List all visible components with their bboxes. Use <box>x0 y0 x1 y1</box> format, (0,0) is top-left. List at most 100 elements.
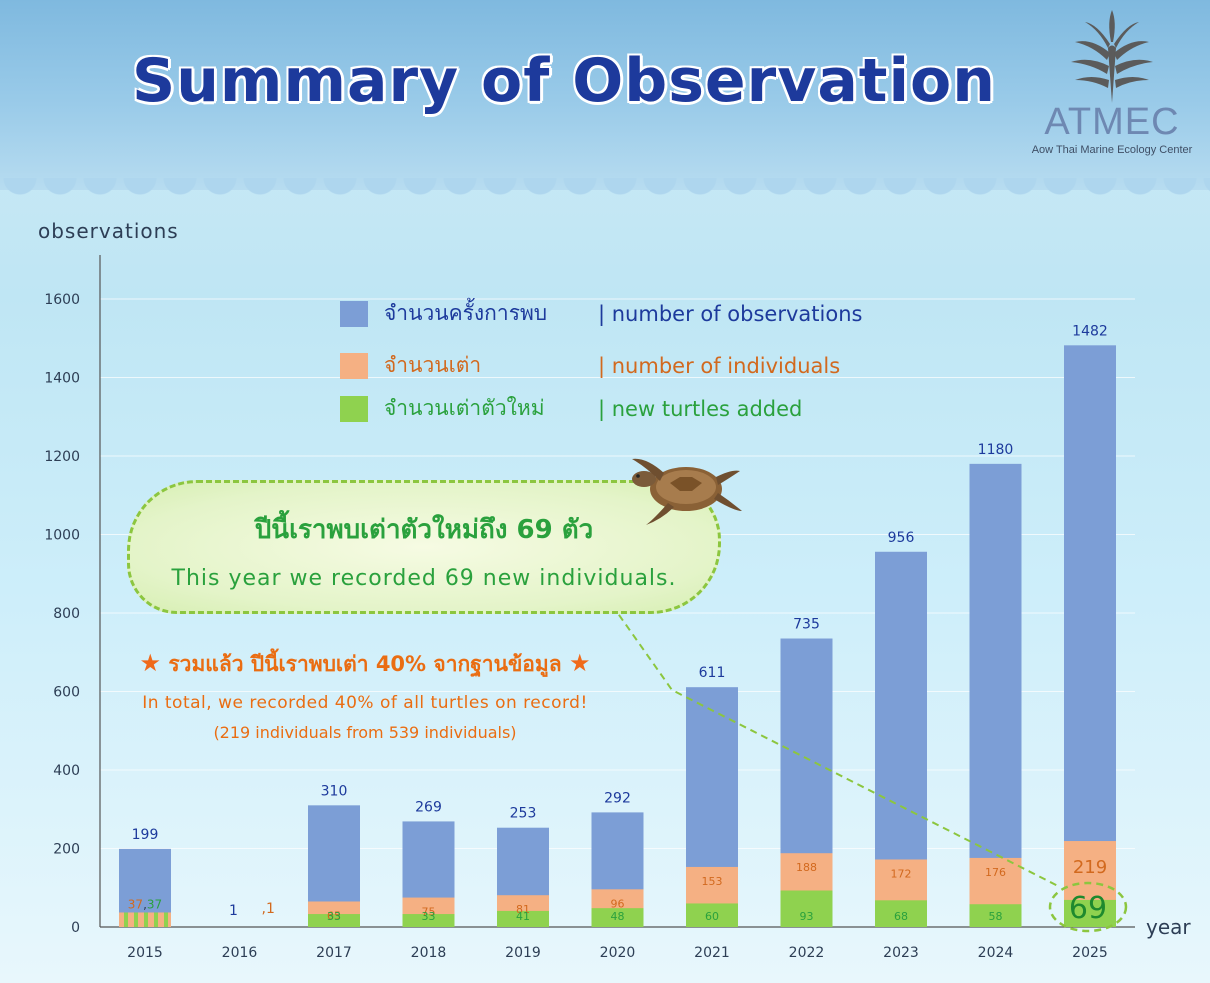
data-label-combined: 37,37 <box>128 897 162 911</box>
legend-swatch-observations <box>340 300 368 327</box>
data-label-separator: , <box>143 897 147 911</box>
y-tick-label: 1200 <box>44 449 80 465</box>
data-label-individuals: 176 <box>985 866 1006 879</box>
total-summary: ★ รวมแล้ว ปีนี้เราพบเต่า 40% จากฐานข้อมู… <box>110 648 620 742</box>
x-tick-label: 2022 <box>789 945 825 961</box>
x-tick-label: 2019 <box>505 945 541 961</box>
data-label-new-turtles: 33 <box>327 910 341 923</box>
data-label-observations: 199 <box>132 827 159 843</box>
star-icon: ★ <box>568 649 591 677</box>
bar-observations <box>1064 345 1116 927</box>
bar-new-turtles <box>308 914 360 927</box>
highlight-ring <box>1048 881 1128 933</box>
data-label-individuals: 172 <box>891 867 912 880</box>
data-label-individuals: 96 <box>611 897 625 910</box>
y-tick-label: 0 <box>71 920 80 936</box>
header-band <box>0 0 1210 208</box>
data-label-observations: 1482 <box>1072 323 1108 339</box>
y-tick-label: 400 <box>53 763 80 779</box>
data-label-new-turtles: 68 <box>894 910 908 923</box>
star-icon: ★ <box>139 649 162 677</box>
bar-new-turtles <box>875 900 927 927</box>
bar-new-turtles <box>969 904 1022 927</box>
x-tick-label: 2025 <box>1072 945 1108 961</box>
x-axis-title: year <box>1146 915 1191 939</box>
data-label-individuals: 188 <box>796 861 817 874</box>
bar-new-turtles-stripe <box>164 912 168 927</box>
legend-th-new-turtles: จำนวนเต่าตัวใหม่ <box>384 396 545 420</box>
legend-swatch-new-turtles <box>340 395 368 422</box>
data-label-observations: 310 <box>321 783 348 799</box>
y-tick-label: 1000 <box>44 528 80 544</box>
legend-swatch-individuals <box>340 352 368 379</box>
total-english-text: In total, we recorded 40% of all turtles… <box>142 693 588 713</box>
data-label-new-turtles: 58 <box>989 910 1003 923</box>
bar-new-turtles <box>591 908 644 927</box>
data-label-observations: 292 <box>604 790 631 806</box>
bar-new-turtles-stripe <box>144 912 148 927</box>
data-label-new-turtles: 48 <box>611 910 625 923</box>
bar-new-turtles <box>1064 899 1116 927</box>
total-thai-text: ★ รวมแล้ว ปีนี้เราพบเต่า 40% จากฐานข้อมู… <box>110 648 620 681</box>
y-tick-label: 800 <box>53 606 80 622</box>
data-label-individuals: 153 <box>702 875 723 888</box>
new-individuals-callout: ปีนี้เราพบเต่าตัวใหม่ถึง 69 ตัว This yea… <box>127 480 721 614</box>
x-tick-label: 2020 <box>600 945 636 961</box>
sea-turtle-icon <box>632 458 742 525</box>
x-tick-label: 2023 <box>883 945 919 961</box>
legend-th-individuals: จำนวนเต่า <box>384 353 482 377</box>
data-label-observations: 956 <box>888 530 915 546</box>
data-label-new-turtles: 37 <box>147 897 162 911</box>
data-label-new-turtles: 33 <box>422 910 436 923</box>
data-label-new-turtles: 41 <box>516 910 530 923</box>
bar-new-turtles <box>402 914 455 927</box>
bar-observations <box>969 463 1022 927</box>
data-label-observations: 253 <box>510 806 537 822</box>
callout-thai-text: ปีนี้เราพบเต่าตัวใหม่ถึง 69 ตัว <box>254 515 594 545</box>
y-tick-label: 600 <box>53 685 80 701</box>
page-title: Summary of Observation <box>132 46 996 116</box>
data-label-observations: 611 <box>699 665 726 681</box>
callout-english-text: This year we recorded 69 new individuals… <box>171 566 677 591</box>
bar-new-turtles <box>780 890 833 927</box>
coral-logo-icon <box>1071 10 1153 103</box>
x-tick-label: 2017 <box>316 945 352 961</box>
legend-observations: จำนวนครั้งการพบ | number of observations <box>340 297 862 330</box>
data-label-observations: 1 <box>229 903 238 919</box>
logo-name: ATMEC <box>1044 101 1180 143</box>
legend-th-observations: จำนวนครั้งการพบ <box>384 301 548 325</box>
data-label-observations: 735 <box>793 617 820 633</box>
y-tick-label: 1600 <box>44 292 80 308</box>
legend-new-turtles: จำนวนเต่าตัวใหม่ | new turtles added <box>340 392 802 425</box>
atmec-logo: ATMEC Aow Thai Marine Ecology Center <box>1022 8 1202 156</box>
total-thai-label: รวมแล้ว ปีนี้เราพบเต่า 40% จากฐานข้อมูล <box>168 652 562 676</box>
data-label-observations: 1180 <box>978 442 1014 458</box>
bar-new-turtles-stripe <box>124 912 128 927</box>
data-label-new-turtles: 69 <box>1069 891 1107 926</box>
data-label-individuals: 81 <box>516 903 530 916</box>
bar-new-turtles-stripe <box>154 912 158 927</box>
legend-individuals: จำนวนเต่า | number of individuals <box>340 349 840 382</box>
data-label-individuals: 75 <box>422 906 436 919</box>
total-note-text: (219 individuals from 539 individuals) <box>213 723 517 742</box>
y-axis-title: observations <box>38 219 179 243</box>
data-label-individuals: ,1 <box>262 901 275 917</box>
logo-subtitle: Aow Thai Marine Ecology Center <box>1031 144 1193 156</box>
data-label-individuals: 37 <box>128 897 143 911</box>
x-tick-label: 2021 <box>694 945 730 961</box>
bar-new-turtles <box>686 903 738 927</box>
x-tick-label: 2015 <box>127 945 163 961</box>
data-label-individuals: 219 <box>1073 857 1107 878</box>
data-label-observations: 269 <box>415 799 442 815</box>
bar-new-turtles <box>497 910 549 927</box>
legend-en-observations: | number of observations <box>598 301 863 326</box>
data-label-individuals: 65 <box>327 909 341 922</box>
y-tick-label: 200 <box>53 842 80 858</box>
data-label-new-turtles: 60 <box>705 910 719 923</box>
y-tick-label: 1400 <box>44 371 80 387</box>
data-label-new-turtles: 93 <box>800 910 814 923</box>
x-tick-label: 2024 <box>978 945 1014 961</box>
x-tick-label: 2018 <box>411 945 447 961</box>
legend-en-new-turtles: | new turtles added <box>598 396 803 421</box>
